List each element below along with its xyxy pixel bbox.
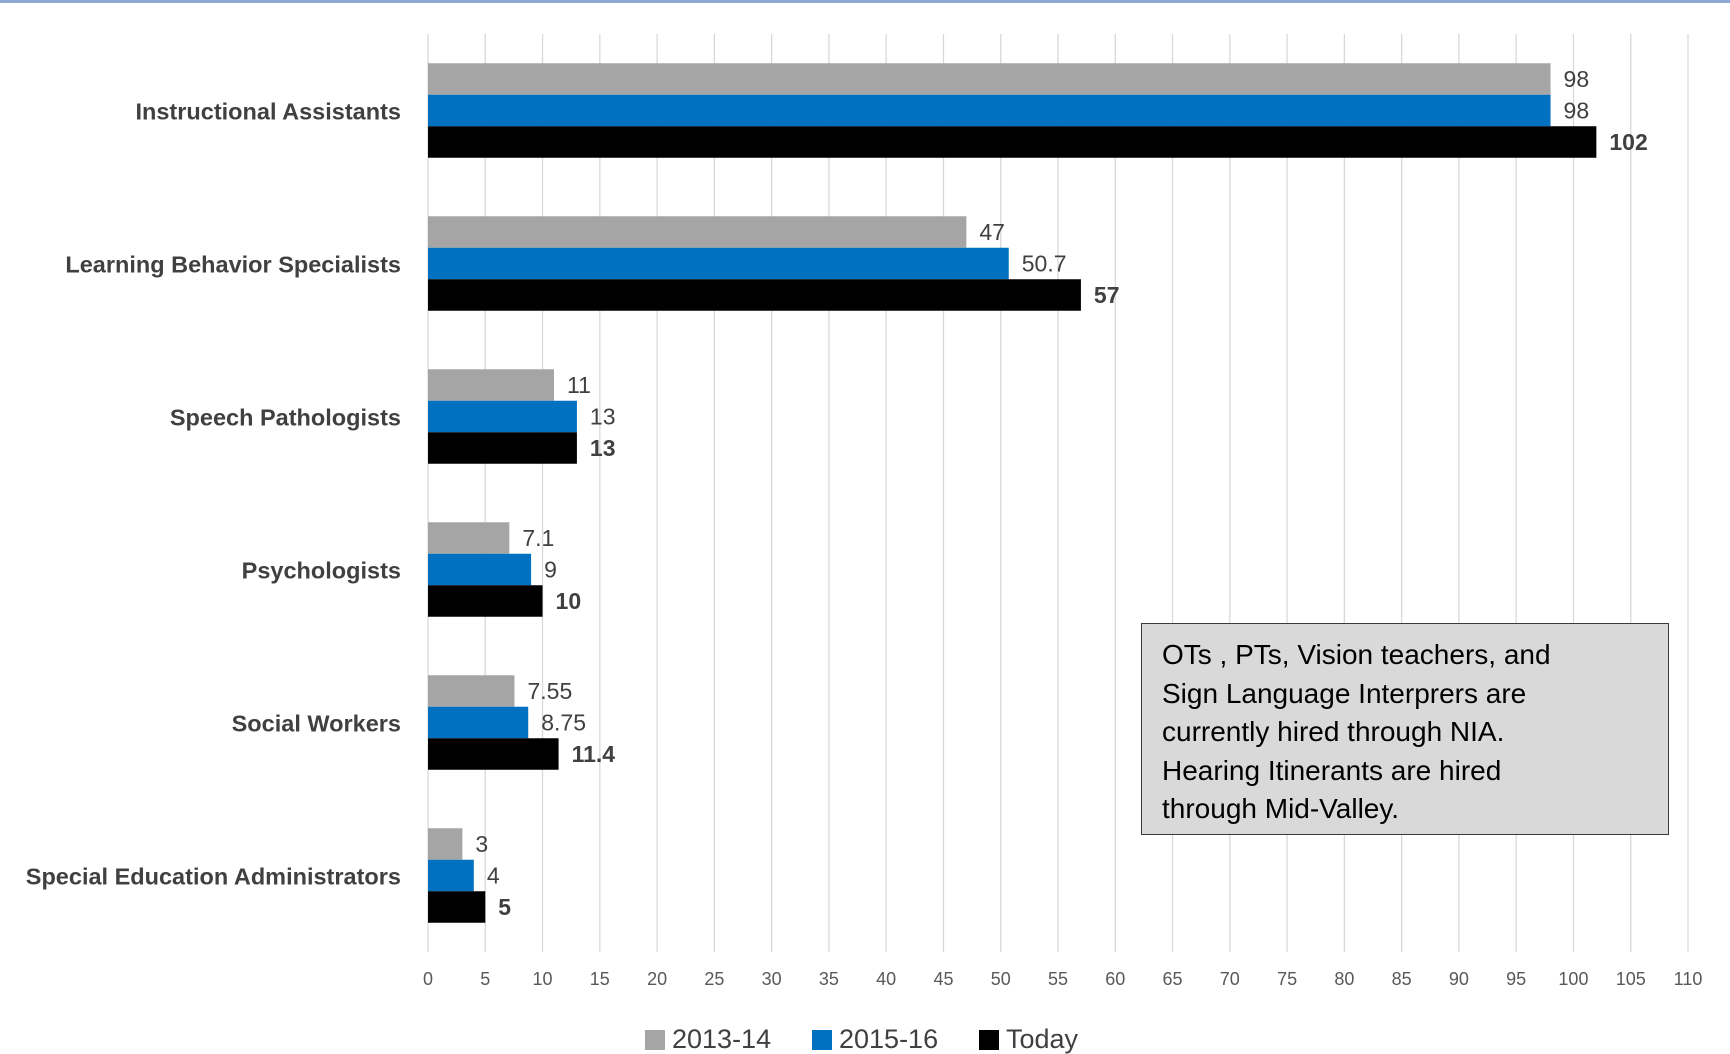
legend-label: 2013-14: [672, 1024, 771, 1054]
gridlines: [427, 34, 1689, 952]
legend-swatch: [645, 1030, 665, 1050]
annotation-box: OTs , PTs, Vision teachers, and Sign Lan…: [1141, 623, 1669, 835]
data-label: 13: [590, 404, 616, 430]
category-label: Social Workers: [232, 711, 401, 737]
data-label: 7.55: [527, 678, 572, 704]
bars: [428, 63, 1597, 923]
bar: [428, 63, 1551, 95]
data-label: 5: [498, 894, 511, 920]
bar: [428, 400, 577, 433]
x-tick-label: 90: [1449, 969, 1469, 989]
bar: [428, 247, 1009, 280]
x-tick-label: 100: [1558, 969, 1588, 989]
legend-label: 2015-16: [839, 1024, 938, 1054]
data-label: 7.1: [522, 525, 554, 551]
x-tick-label: 10: [533, 969, 553, 989]
category-label: Speech Pathologists: [170, 405, 401, 431]
bar: [428, 369, 554, 401]
data-label: 98: [1564, 66, 1590, 92]
bar: [428, 859, 474, 892]
data-label: 47: [979, 219, 1005, 245]
x-tick-label: 85: [1392, 969, 1412, 989]
legend-swatch: [979, 1030, 999, 1050]
bar: [428, 522, 510, 554]
legend-swatch: [812, 1030, 832, 1050]
x-tick-label: 95: [1506, 969, 1526, 989]
data-label: 11: [567, 372, 591, 398]
category-labels: Instructional Assistants Learning Behavio…: [26, 99, 401, 890]
x-tick-label: 5: [480, 969, 490, 989]
x-tick-label: 30: [762, 969, 782, 989]
x-tick-label: 80: [1334, 969, 1354, 989]
bar: [428, 216, 967, 248]
legend-label: Today: [1006, 1024, 1079, 1054]
x-tick-label: 15: [590, 969, 610, 989]
data-label: 4: [487, 863, 500, 889]
data-label: 98: [1564, 98, 1590, 124]
data-label: 11.4: [572, 741, 616, 767]
x-tick-label: 110: [1674, 969, 1703, 989]
bar: [428, 738, 559, 770]
bar: [428, 126, 1597, 158]
x-tick-label: 105: [1616, 969, 1646, 989]
x-tick-label: 70: [1220, 969, 1240, 989]
data-label: 57: [1094, 282, 1120, 308]
category-label: Learning Behavior Specialists: [65, 252, 401, 278]
x-tick-label: 40: [876, 969, 896, 989]
bar: [428, 585, 543, 617]
data-label: 50.7: [1022, 251, 1067, 277]
legend: 2013-14 2015-16 Today: [645, 1024, 1079, 1054]
data-label: 9: [544, 557, 557, 583]
data-label: 102: [1609, 129, 1647, 155]
x-axis-ticks: 0 5 10 15 20 25 30 35 40 45 50 55 60 65 70 75 80 85 90 95 10…: [423, 969, 1702, 989]
bar: [428, 94, 1551, 127]
bar: [428, 553, 532, 586]
x-tick-label: 0: [423, 969, 433, 989]
bar: [428, 706, 529, 739]
category-label: Instructional Assistants: [135, 99, 401, 125]
x-tick-label: 20: [647, 969, 667, 989]
data-labels: 98 98 102 47 50.7 57 11 13 13 7.1 9 10 7.55 8.75 11.4 3…: [475, 66, 1647, 920]
x-tick-label: 25: [704, 969, 724, 989]
x-tick-label: 50: [991, 969, 1011, 989]
data-label: 13: [590, 435, 616, 461]
x-tick-label: 35: [819, 969, 839, 989]
x-tick-label: 45: [933, 969, 953, 989]
bar: [428, 828, 463, 860]
bar: [428, 675, 515, 707]
x-tick-label: 60: [1105, 969, 1125, 989]
top-border: [0, 0, 1730, 3]
x-tick-label: 75: [1277, 969, 1297, 989]
annotation-text: OTs , PTs, Vision teachers, and Sign Lan…: [1162, 639, 1551, 824]
x-tick-label: 65: [1163, 969, 1183, 989]
data-label: 3: [475, 831, 488, 857]
data-label: 8.75: [541, 710, 586, 736]
bar: [428, 891, 486, 923]
bar: [428, 279, 1081, 311]
data-label: 10: [556, 588, 582, 614]
bar: [428, 432, 577, 464]
category-label: Psychologists: [242, 558, 401, 584]
category-label: Special Education Administrators: [26, 864, 401, 890]
x-tick-label: 55: [1048, 969, 1068, 989]
